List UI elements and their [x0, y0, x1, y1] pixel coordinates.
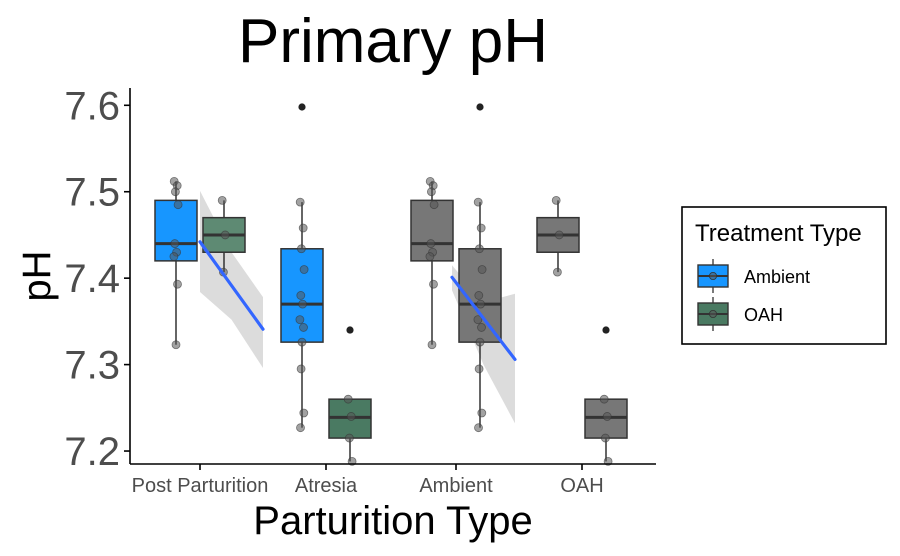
box-outlier — [476, 103, 484, 111]
data-point — [477, 408, 487, 418]
data-point — [473, 315, 483, 325]
legend: Treatment Type Ambient OAH — [681, 206, 887, 345]
data-point — [477, 265, 487, 274]
data-point — [474, 364, 484, 374]
data-point — [171, 340, 181, 350]
data-point — [553, 267, 562, 277]
data-point — [474, 423, 483, 433]
data-point — [427, 340, 437, 350]
y-tick-label: 7.6 — [64, 84, 120, 128]
y-tick-label: 7.5 — [64, 171, 120, 215]
data-point — [425, 252, 435, 261]
data-point — [551, 195, 561, 205]
data-point — [343, 394, 353, 404]
data-point — [601, 433, 610, 443]
y-tick-label: 7.4 — [64, 257, 120, 301]
data-point — [299, 408, 309, 418]
data-point — [477, 323, 486, 332]
legend-label: Ambient — [744, 267, 810, 287]
data-point — [298, 299, 308, 309]
legend-key-point — [709, 309, 718, 318]
data-point — [299, 265, 309, 274]
data-point — [299, 323, 308, 332]
data-point — [296, 364, 306, 374]
data-point — [170, 239, 180, 248]
x-tick-label: Atresia — [295, 475, 358, 497]
data-point — [474, 291, 484, 300]
data-point — [475, 337, 485, 347]
data-point — [296, 423, 305, 433]
x-axis-title: Parturition Type — [253, 499, 532, 543]
trend-line — [198, 240, 265, 331]
y-tick-label: 7.2 — [64, 430, 120, 474]
data-point — [173, 279, 182, 289]
data-point — [169, 252, 179, 261]
legend-title: Treatment Type — [695, 220, 862, 247]
box-outlier — [346, 326, 354, 334]
data-point — [346, 412, 356, 421]
x-axis-ticks: Post Parturition Atresia Ambient OAH — [132, 464, 604, 497]
x-tick-label: OAH — [560, 475, 603, 497]
box-outlier — [602, 326, 610, 334]
data-point — [476, 223, 486, 233]
data-point — [602, 412, 612, 421]
data-point — [217, 195, 227, 205]
data-point — [297, 337, 307, 347]
data-point — [599, 394, 609, 404]
box-atresia-ambient — [280, 103, 324, 428]
data-point — [429, 200, 439, 210]
data-point — [220, 230, 230, 240]
data-point — [173, 200, 183, 210]
data-point — [426, 187, 436, 197]
data-point — [476, 299, 486, 309]
x-tick-label: Post Parturition — [132, 475, 269, 497]
y-tick-label: 7.3 — [64, 344, 120, 388]
trend-lines — [198, 240, 517, 362]
data-point — [554, 230, 564, 240]
chart-title: Primary pH — [238, 7, 548, 76]
data-point — [296, 244, 306, 254]
data-point — [296, 291, 306, 300]
data-point — [298, 223, 308, 233]
data-point — [295, 197, 305, 207]
data-point — [170, 187, 180, 197]
y-axis-title: pH — [15, 250, 59, 301]
jitter-points — [169, 176, 613, 466]
x-tick-label: Ambient — [419, 475, 493, 497]
trend-line — [450, 275, 517, 362]
data-point — [429, 279, 438, 289]
data-point — [474, 244, 484, 254]
data-point — [344, 433, 354, 443]
data-point — [473, 197, 483, 207]
y-axis-ticks: 7.2 7.3 7.4 7.5 7.6 — [64, 84, 130, 474]
legend-key-point — [709, 271, 718, 280]
data-point — [426, 239, 436, 248]
data-point — [295, 315, 305, 325]
legend-label: OAH — [744, 305, 783, 325]
box-outlier — [298, 103, 306, 111]
